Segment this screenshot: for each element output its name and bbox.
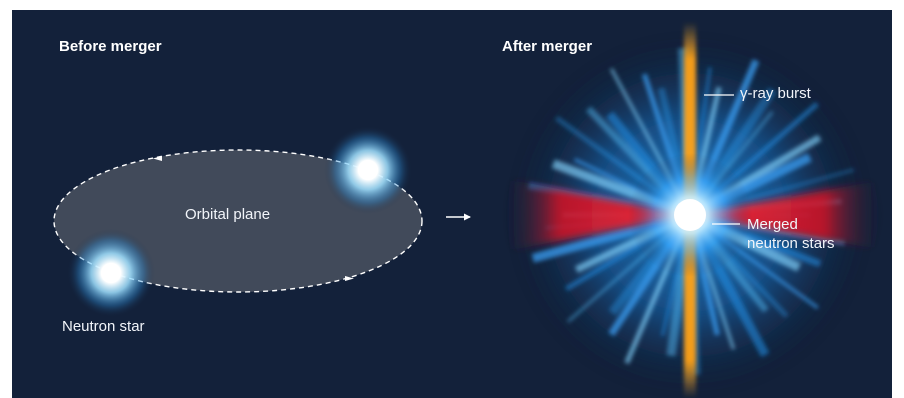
merged-label-line2: neutron stars — [747, 235, 835, 252]
red-ejecta — [504, 180, 882, 250]
orbit-arrow-top-icon — [153, 156, 162, 161]
orbital-plane-label: Orbital plane — [185, 206, 271, 223]
after-merger-heading: After merger — [502, 38, 593, 55]
neutron-star-lower — [67, 229, 155, 317]
orbit-arrow-bottom-icon — [345, 276, 354, 281]
diagram-panel: Before merger Orbital plane Neutron star… — [12, 10, 892, 398]
orbit-direction-arrows — [153, 156, 354, 281]
neutron-star-label: Neutron star — [62, 318, 145, 335]
scene-graphic — [53, 22, 882, 398]
merged-core — [674, 199, 706, 231]
right-arrow-icon — [446, 213, 471, 221]
neutron-star-upper — [324, 126, 412, 214]
merged-label-line1: Merged — [747, 216, 798, 233]
kilonova-explosion — [504, 22, 882, 398]
gamma-ray-burst-label: γ-ray burst — [740, 85, 811, 102]
before-merger-heading: Before merger — [59, 38, 162, 55]
